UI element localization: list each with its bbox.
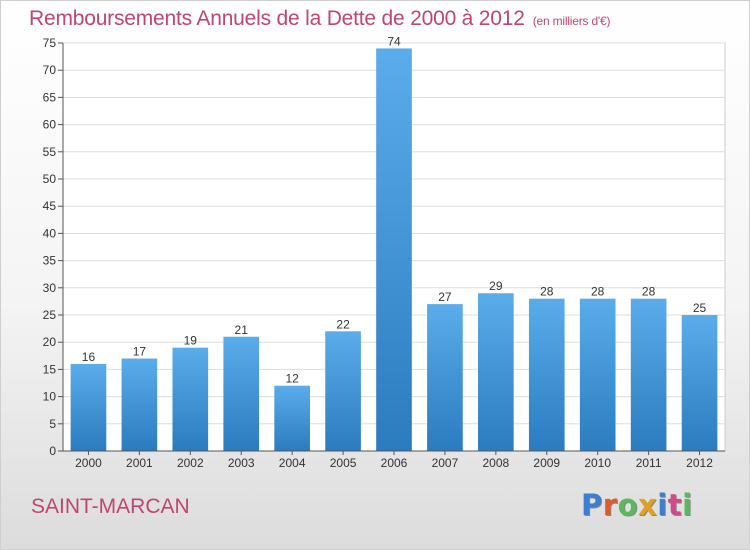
bars: 16 17 19 21 12 22 74 27 29 28 28 28 25 xyxy=(70,34,718,451)
logo-letter: r xyxy=(602,488,618,522)
logo-letter: t xyxy=(667,488,683,522)
data-label-2006: 74 xyxy=(387,34,401,48)
y-tick-label: 60 xyxy=(43,118,57,132)
x-tick-label-2006: 2006 xyxy=(381,456,408,470)
town-name: SAINT-MARCAN xyxy=(31,495,190,518)
y-tick-label: 45 xyxy=(43,199,57,213)
x-tick-label-2003: 2003 xyxy=(228,456,255,470)
bar-2007 xyxy=(427,304,463,451)
bar-2001 xyxy=(121,358,158,451)
data-label-2010: 28 xyxy=(591,285,605,299)
chart-subtitle: (en milliers d'€) xyxy=(532,14,611,28)
x-tick-label-2009: 2009 xyxy=(533,456,560,470)
y-tick-label: 25 xyxy=(43,308,57,322)
data-label-2008: 29 xyxy=(489,279,503,293)
logo-letter: o xyxy=(617,488,639,522)
chart-title: Remboursements Annuels de la Dette de 20… xyxy=(29,7,610,31)
y-tick-label: 55 xyxy=(43,145,57,159)
bar-2008 xyxy=(478,293,514,451)
bar-2011 xyxy=(630,298,667,451)
bar-2012 xyxy=(681,315,718,451)
x-tick-label-2000: 2000 xyxy=(75,456,102,470)
bar-2004 xyxy=(274,385,310,451)
y-tick-label: 75 xyxy=(43,36,57,50)
x-tick-label-2004: 2004 xyxy=(279,456,306,470)
y-tick-label: 30 xyxy=(43,281,57,295)
x-tick-label-2008: 2008 xyxy=(482,456,509,470)
y-axis-ticks: 0 5 10 15 20 25 30 35 40 45 50 55 60 65 70 75 xyxy=(43,36,64,458)
logo-letter: i xyxy=(657,488,668,522)
x-tick-label-2002: 2002 xyxy=(177,456,204,470)
chart-title-text: Remboursements Annuels de la Dette de 20… xyxy=(29,7,525,30)
x-tick-label-2007: 2007 xyxy=(432,456,459,470)
x-tick-label-2010: 2010 xyxy=(584,456,611,470)
bar-2002 xyxy=(172,347,209,451)
data-label-2011: 28 xyxy=(642,285,656,299)
x-tick-label-2001: 2001 xyxy=(126,456,153,470)
data-label-2012: 25 xyxy=(693,301,707,315)
y-tick-label: 5 xyxy=(49,417,56,431)
bar-2005 xyxy=(325,331,361,451)
bar-2003 xyxy=(223,336,260,451)
y-tick-label: 50 xyxy=(43,172,57,186)
bar-2009 xyxy=(528,298,565,451)
bar-2010 xyxy=(579,298,616,451)
y-tick-label: 0 xyxy=(49,444,56,458)
proxiti-logo[interactable]: Proxiti xyxy=(581,488,693,522)
y-tick-label: 65 xyxy=(43,90,57,104)
y-tick-label: 15 xyxy=(43,362,57,376)
data-label-2001: 17 xyxy=(133,345,147,359)
x-axis-ticks: 2000 2001 2002 2003 2004 2005 2006 2007 2008 2009… xyxy=(63,450,725,470)
data-label-2002: 19 xyxy=(184,334,198,348)
bar-2000 xyxy=(70,363,107,451)
y-tick-label: 70 xyxy=(43,63,57,77)
x-tick-label-2011: 2011 xyxy=(636,456,662,470)
data-label-2007: 27 xyxy=(438,290,452,304)
logo-letter: x xyxy=(638,488,658,522)
data-label-2005: 22 xyxy=(336,317,350,331)
y-tick-label: 10 xyxy=(43,390,57,404)
x-tick-label-2005: 2005 xyxy=(330,456,357,470)
data-label-2004: 12 xyxy=(285,372,299,386)
data-label-2000: 16 xyxy=(82,350,96,364)
data-label-2009: 28 xyxy=(540,285,554,299)
data-label-2003: 21 xyxy=(235,323,249,337)
y-tick-label: 35 xyxy=(43,254,57,268)
logo-letter: P xyxy=(581,488,603,522)
y-tick-label: 20 xyxy=(43,335,57,349)
logo-letter: i xyxy=(682,488,693,522)
bar-2006 xyxy=(376,48,412,451)
y-tick-label: 40 xyxy=(43,226,57,240)
x-tick-label-2012: 2012 xyxy=(686,456,713,470)
